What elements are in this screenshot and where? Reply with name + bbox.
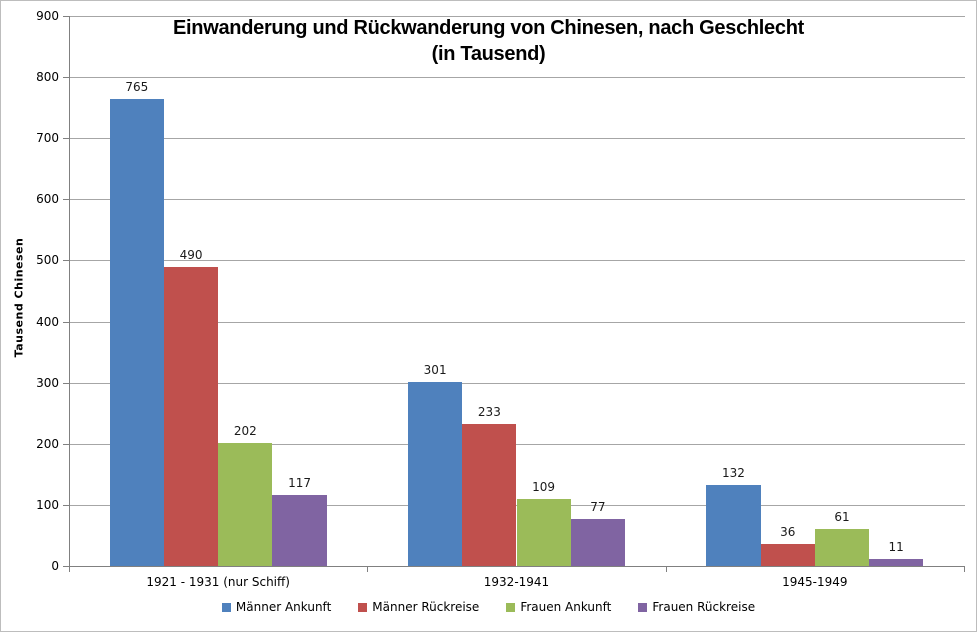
bar-data-label: 490: [179, 247, 203, 262]
gridline: [70, 382, 965, 384]
bar-m-nner-r-ckreise-0: [163, 266, 219, 566]
bar-data-label: 132: [722, 466, 745, 481]
gridline: [70, 138, 965, 140]
bar-m-nner-ankunft-0: [109, 98, 164, 566]
legend-item: Frauen Rückreise: [638, 600, 755, 614]
bar-m-nner-ankunft-1: [408, 382, 463, 566]
bar-frauen-ankunft-0: [218, 442, 273, 566]
legend-swatch-icon: [506, 602, 516, 612]
legend-swatch-icon: [638, 602, 648, 612]
chart-title-line2: (in Tausend): [431, 43, 546, 65]
y-tick-label: 300: [36, 375, 59, 390]
y-tick-label: 100: [36, 497, 59, 512]
bar-data-label: 117: [288, 475, 311, 490]
chart-title: Einwanderung und Rückwanderung von Chine…: [1, 15, 976, 67]
gridline: [70, 199, 965, 201]
legend: Männer Ankunft Männer Rückreise Frauen Ank…: [1, 600, 976, 614]
x-tick-mark: [964, 567, 965, 572]
bar-data-label: 61: [834, 509, 850, 524]
y-tick-mark: [63, 321, 69, 323]
legend-swatch-icon: [221, 602, 231, 612]
bar-data-label: 301: [423, 363, 447, 378]
y-axis-title: Tausend Chinesen: [12, 237, 26, 358]
bar-m-nner-r-ckreise-1: [462, 423, 517, 566]
x-tick-mark: [665, 567, 667, 572]
y-tick-mark: [63, 443, 69, 445]
bar-m-nner-ankunft-2: [706, 485, 761, 566]
gridline: [70, 16, 965, 17]
x-category-label: 1921 - 1931 (nur Schiff): [146, 575, 290, 589]
bar-frauen-ankunft-1: [516, 499, 571, 566]
legend-label: Männer Rückreise: [372, 600, 480, 614]
legend-label: Frauen Rückreise: [652, 600, 756, 614]
y-tick-mark: [63, 16, 69, 17]
y-tick-label: 400: [36, 314, 59, 329]
gridline: [70, 77, 965, 79]
y-tick-mark: [63, 199, 69, 201]
x-category-label: 1932-1941: [483, 575, 550, 589]
y-tick-mark: [63, 77, 69, 79]
y-tick-label: 800: [36, 70, 59, 85]
legend-label: Frauen Ankunft: [520, 600, 612, 614]
y-tick-label: 700: [36, 131, 59, 146]
y-tick-mark: [63, 504, 69, 506]
gridline: [70, 260, 965, 262]
y-tick-label: 600: [36, 192, 59, 207]
legend-swatch-icon: [358, 602, 368, 612]
y-tick-mark: [63, 382, 69, 384]
y-tick-mark: [63, 260, 69, 262]
bar-data-label: 36: [780, 525, 796, 539]
x-tick-mark: [69, 567, 70, 572]
legend-label: Männer Ankunft: [235, 600, 332, 614]
bar-data-label: 202: [233, 423, 257, 438]
bar-m-nner-r-ckreise-2: [760, 544, 815, 566]
bar-data-label: 77: [590, 499, 606, 514]
y-tick-label: 0: [51, 559, 59, 573]
bar-data-label: 233: [477, 404, 501, 419]
legend-item: Frauen Ankunft: [506, 600, 611, 614]
x-category-label: 1945-1949: [782, 575, 848, 589]
gridline: [70, 443, 965, 445]
bar-frauen-r-ckreise-1: [570, 518, 625, 566]
y-tick-label: 900: [36, 9, 59, 23]
bar-data-label: 765: [125, 79, 149, 94]
bar-frauen-r-ckreise-0: [272, 494, 327, 566]
bar-data-label: 109: [532, 480, 556, 495]
chart-title-line1: Einwanderung und Rückwanderung von Chine…: [173, 17, 804, 39]
y-tick-mark: [63, 566, 69, 567]
legend-item: Männer Ankunft: [221, 600, 332, 614]
gridline: [70, 321, 965, 323]
y-tick-label: 500: [36, 253, 59, 268]
x-tick-mark: [367, 567, 369, 572]
legend-item: Männer Rückreise: [358, 600, 479, 614]
bar-frauen-ankunft-2: [814, 528, 870, 566]
y-tick-label: 200: [36, 436, 59, 451]
bar-data-label: 11: [888, 540, 904, 555]
bar-frauen-r-ckreise-2: [869, 559, 924, 566]
y-tick-mark: [63, 138, 69, 140]
